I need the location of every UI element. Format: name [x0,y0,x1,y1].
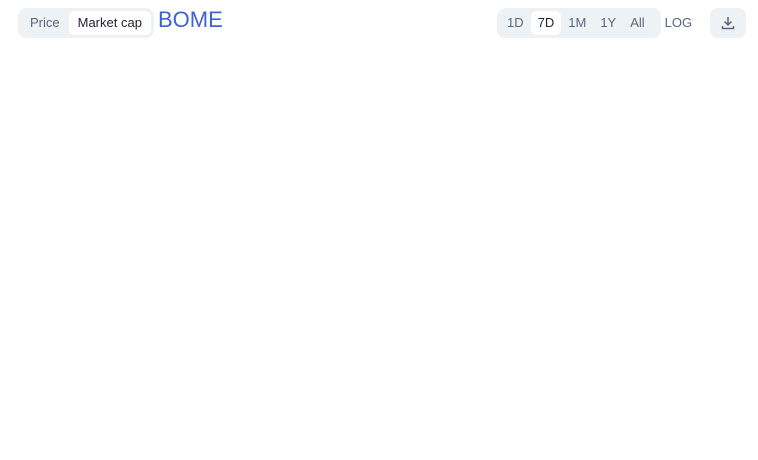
volume-bar [332,379,342,411]
volume-bar [318,380,328,411]
range-button[interactable]: All [630,15,645,30]
volume-bar [163,403,173,411]
volume-bar [360,375,370,411]
x-tick-label: 17 [330,432,344,446]
x-tick-label: 15 [48,432,62,446]
volume-bar [276,393,286,411]
log-button[interactable]: LOG [664,15,693,30]
watermark-logo [541,371,561,391]
download-icon [721,17,735,30]
watermark: CoinMarketCap [566,372,670,389]
range-button[interactable]: 1D [507,15,524,30]
chart-title: BOME [158,7,223,32]
volume-bar [346,377,356,411]
volume-bar [247,399,257,411]
volume-bar [78,407,88,411]
volume-bar [544,402,554,411]
volume-bar [643,402,653,411]
volume-bar [106,406,116,411]
y-tick-label: 0 [693,365,699,377]
y-tick-label: 1.40B [693,91,722,103]
volume-bar [572,403,582,411]
volume-bar [92,407,102,411]
y-tick-label: 200.00M [693,326,736,338]
volume-bar [64,408,74,411]
volume-bar [374,373,384,411]
price-line [18,80,683,373]
volume-bar [586,404,596,411]
volume-bar [671,401,681,411]
y-tick-label: 1.20B [693,130,722,142]
tab-button[interactable]: Price [30,15,60,30]
y-tick-label: 400.00M [693,287,736,299]
volume-bar [459,392,469,411]
unit-label: USD [720,441,746,455]
volume-bar [629,403,639,411]
volume-bar [36,409,46,411]
volume-bar [389,374,399,411]
tab-button[interactable]: Market cap [68,11,151,35]
range-button[interactable]: 1Y [600,15,617,30]
volume-bar [134,404,144,411]
volume-bar [233,400,243,411]
x-tick-label: 16 [189,432,203,446]
x-tick-label: 19 [613,432,627,446]
volume-bar [600,404,610,411]
volume-bar [120,405,130,411]
x-tick-label: 18 [472,432,486,446]
volume-bar [191,402,201,411]
volume-bar [431,385,441,411]
range-group: 1D 7D 1M 1Y All LOG [497,8,692,38]
volume-bar [290,385,300,411]
volume-bar [403,377,413,411]
volume-bar [21,409,31,411]
volume-bar [417,381,427,411]
range-button[interactable]: 7D [530,11,562,35]
y-tick-label: 800.00M [693,208,736,220]
download-button[interactable] [710,8,746,38]
volume-bar [530,401,540,411]
plot-frame [17,61,684,412]
y-tick-label: 600.00M [693,248,736,260]
volume-bar [304,381,314,411]
volume-bar [502,399,512,411]
tab-group: Price Market cap [18,8,154,38]
volume-bar [149,404,159,411]
volume-bar [205,401,215,411]
volume-bar [50,408,60,411]
volume-bar [487,398,497,411]
volume-bar [516,400,526,411]
volume-bar [219,401,229,411]
y-tick-label: 1.00B [693,169,722,181]
volume-bar [558,403,568,411]
range-button[interactable]: 1M [568,15,587,30]
volume-bar [177,402,187,411]
volume-bar [614,403,624,411]
volume-bar [473,395,483,411]
volume-bar [445,389,455,411]
volume-bar [261,397,271,411]
volume-bar [657,402,667,411]
